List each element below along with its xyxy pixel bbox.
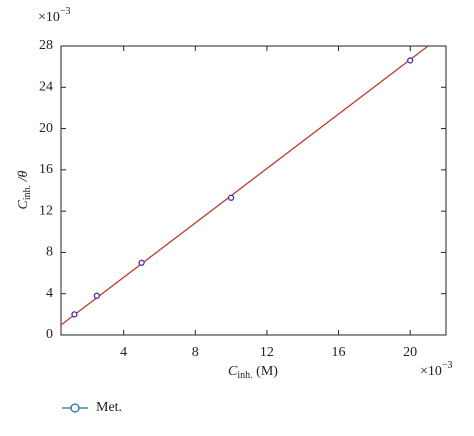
x-tick-label: 4	[120, 345, 127, 360]
x-label-rest: (M)	[253, 364, 279, 379]
y-tick-label: 12	[39, 203, 53, 218]
y-tick-label: 8	[46, 245, 53, 260]
x-tick-label: 20	[403, 345, 417, 360]
legend-marker	[70, 403, 80, 413]
x-multiplier-base: ×10	[420, 364, 442, 379]
y-label-main: C	[16, 199, 31, 209]
y-tick-label: 0	[46, 327, 53, 342]
data-point	[227, 194, 235, 201]
legend-label: Met.	[96, 400, 122, 415]
y-tick-label: 28	[39, 38, 53, 53]
y-tick-label: 16	[39, 162, 53, 177]
data-point	[138, 259, 145, 266]
fit-line	[60, 45, 429, 326]
y-multiplier: ×10−3	[38, 6, 71, 25]
x-label-sub: inh.	[237, 370, 252, 381]
plot-frame	[60, 45, 447, 336]
y-axis-label: Cinh. /θ	[16, 170, 33, 209]
x-tick-label: 12	[260, 345, 274, 360]
y-multiplier-exp: −3	[60, 6, 71, 17]
data-point	[93, 292, 100, 299]
x-multiplier-exp: −3	[442, 360, 453, 371]
y-label-sub: inh.	[22, 185, 33, 200]
data-point	[71, 311, 78, 318]
x-tick-label: 16	[332, 345, 346, 360]
y-label-rest: /θ	[16, 170, 31, 184]
x-multiplier: ×10−3	[420, 360, 453, 379]
x-label-main: C	[228, 364, 238, 379]
y-tick-label: 24	[39, 80, 53, 95]
data-point	[407, 57, 414, 64]
x-tick-label: 8	[192, 345, 199, 360]
x-axis-label: Cinh. (M)	[228, 364, 278, 381]
y-tick-label: 4	[46, 286, 53, 301]
y-tick-label: 20	[39, 121, 53, 136]
y-multiplier-base: ×10	[38, 10, 60, 25]
